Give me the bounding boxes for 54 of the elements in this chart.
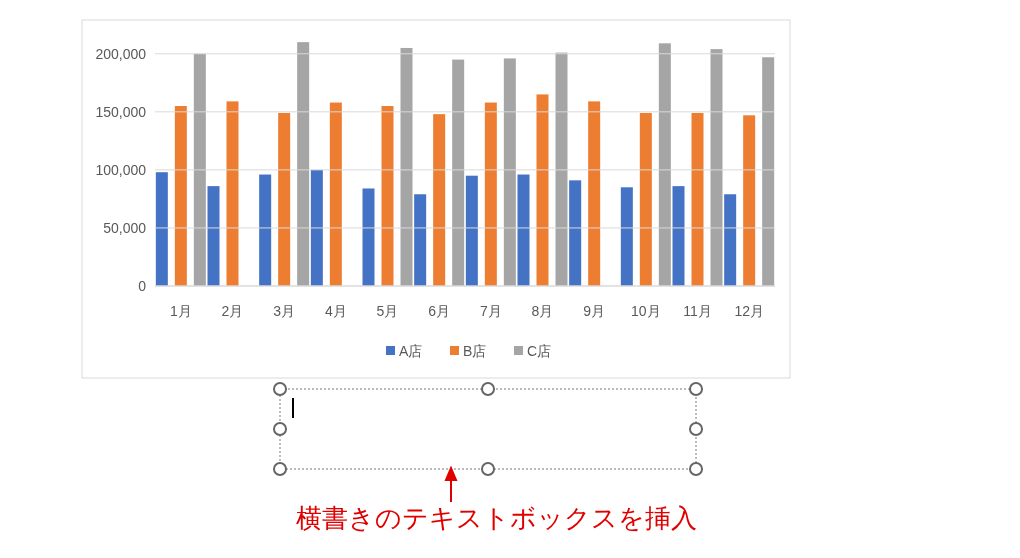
x-tick-label: 5月 [376,303,399,319]
x-tick-label: 3月 [273,303,296,319]
x-tick-label: 2月 [221,303,244,319]
legend-label: C店 [527,343,552,359]
bar [724,194,737,286]
bar [620,187,633,286]
x-tick-label: 11月 [683,303,712,319]
bar [207,186,220,286]
bar [517,174,530,286]
bar [226,101,239,286]
x-tick-label: 9月 [583,303,606,319]
bar [329,102,342,286]
bar [259,174,272,286]
x-tick-label: 10月 [631,303,661,319]
bar [414,194,427,286]
bar [569,180,582,286]
x-tick-label: 7月 [479,303,502,319]
bar [762,57,775,286]
bar [465,175,478,286]
bar [433,114,446,286]
bar [672,186,685,286]
bar [193,53,206,286]
bar [310,169,323,286]
bar [710,49,723,286]
bar [381,106,394,286]
bar [297,42,310,286]
bar [639,112,652,286]
bar [400,47,413,286]
y-tick-label: 200,000 [95,45,147,62]
bar [691,112,704,286]
bar [555,52,568,286]
bar [658,43,671,286]
y-tick-label: 50,000 [103,219,147,236]
bar [484,102,497,286]
text: 横書きのテキストボックスを挿入 [295,503,697,533]
x-tick-label: 8月 [531,303,554,319]
bar [452,59,465,286]
x-tick-label: 6月 [428,303,451,319]
bar [155,172,168,286]
y-tick-label: 0 [138,278,147,294]
bar [743,115,756,286]
y-tick-label: 100,000 [95,161,147,178]
bar [588,101,601,286]
bar [174,106,187,286]
x-tick-label: 4月 [324,303,347,319]
legend-label: A店 [399,343,423,359]
bar [536,94,549,286]
bar [362,188,375,286]
legend-label: B店 [463,343,487,359]
bar [278,112,291,286]
bar [503,58,516,286]
y-tick-label: 150,000 [95,103,147,120]
x-tick-label: 1月 [169,303,192,319]
x-tick-label: 12月 [734,303,764,319]
